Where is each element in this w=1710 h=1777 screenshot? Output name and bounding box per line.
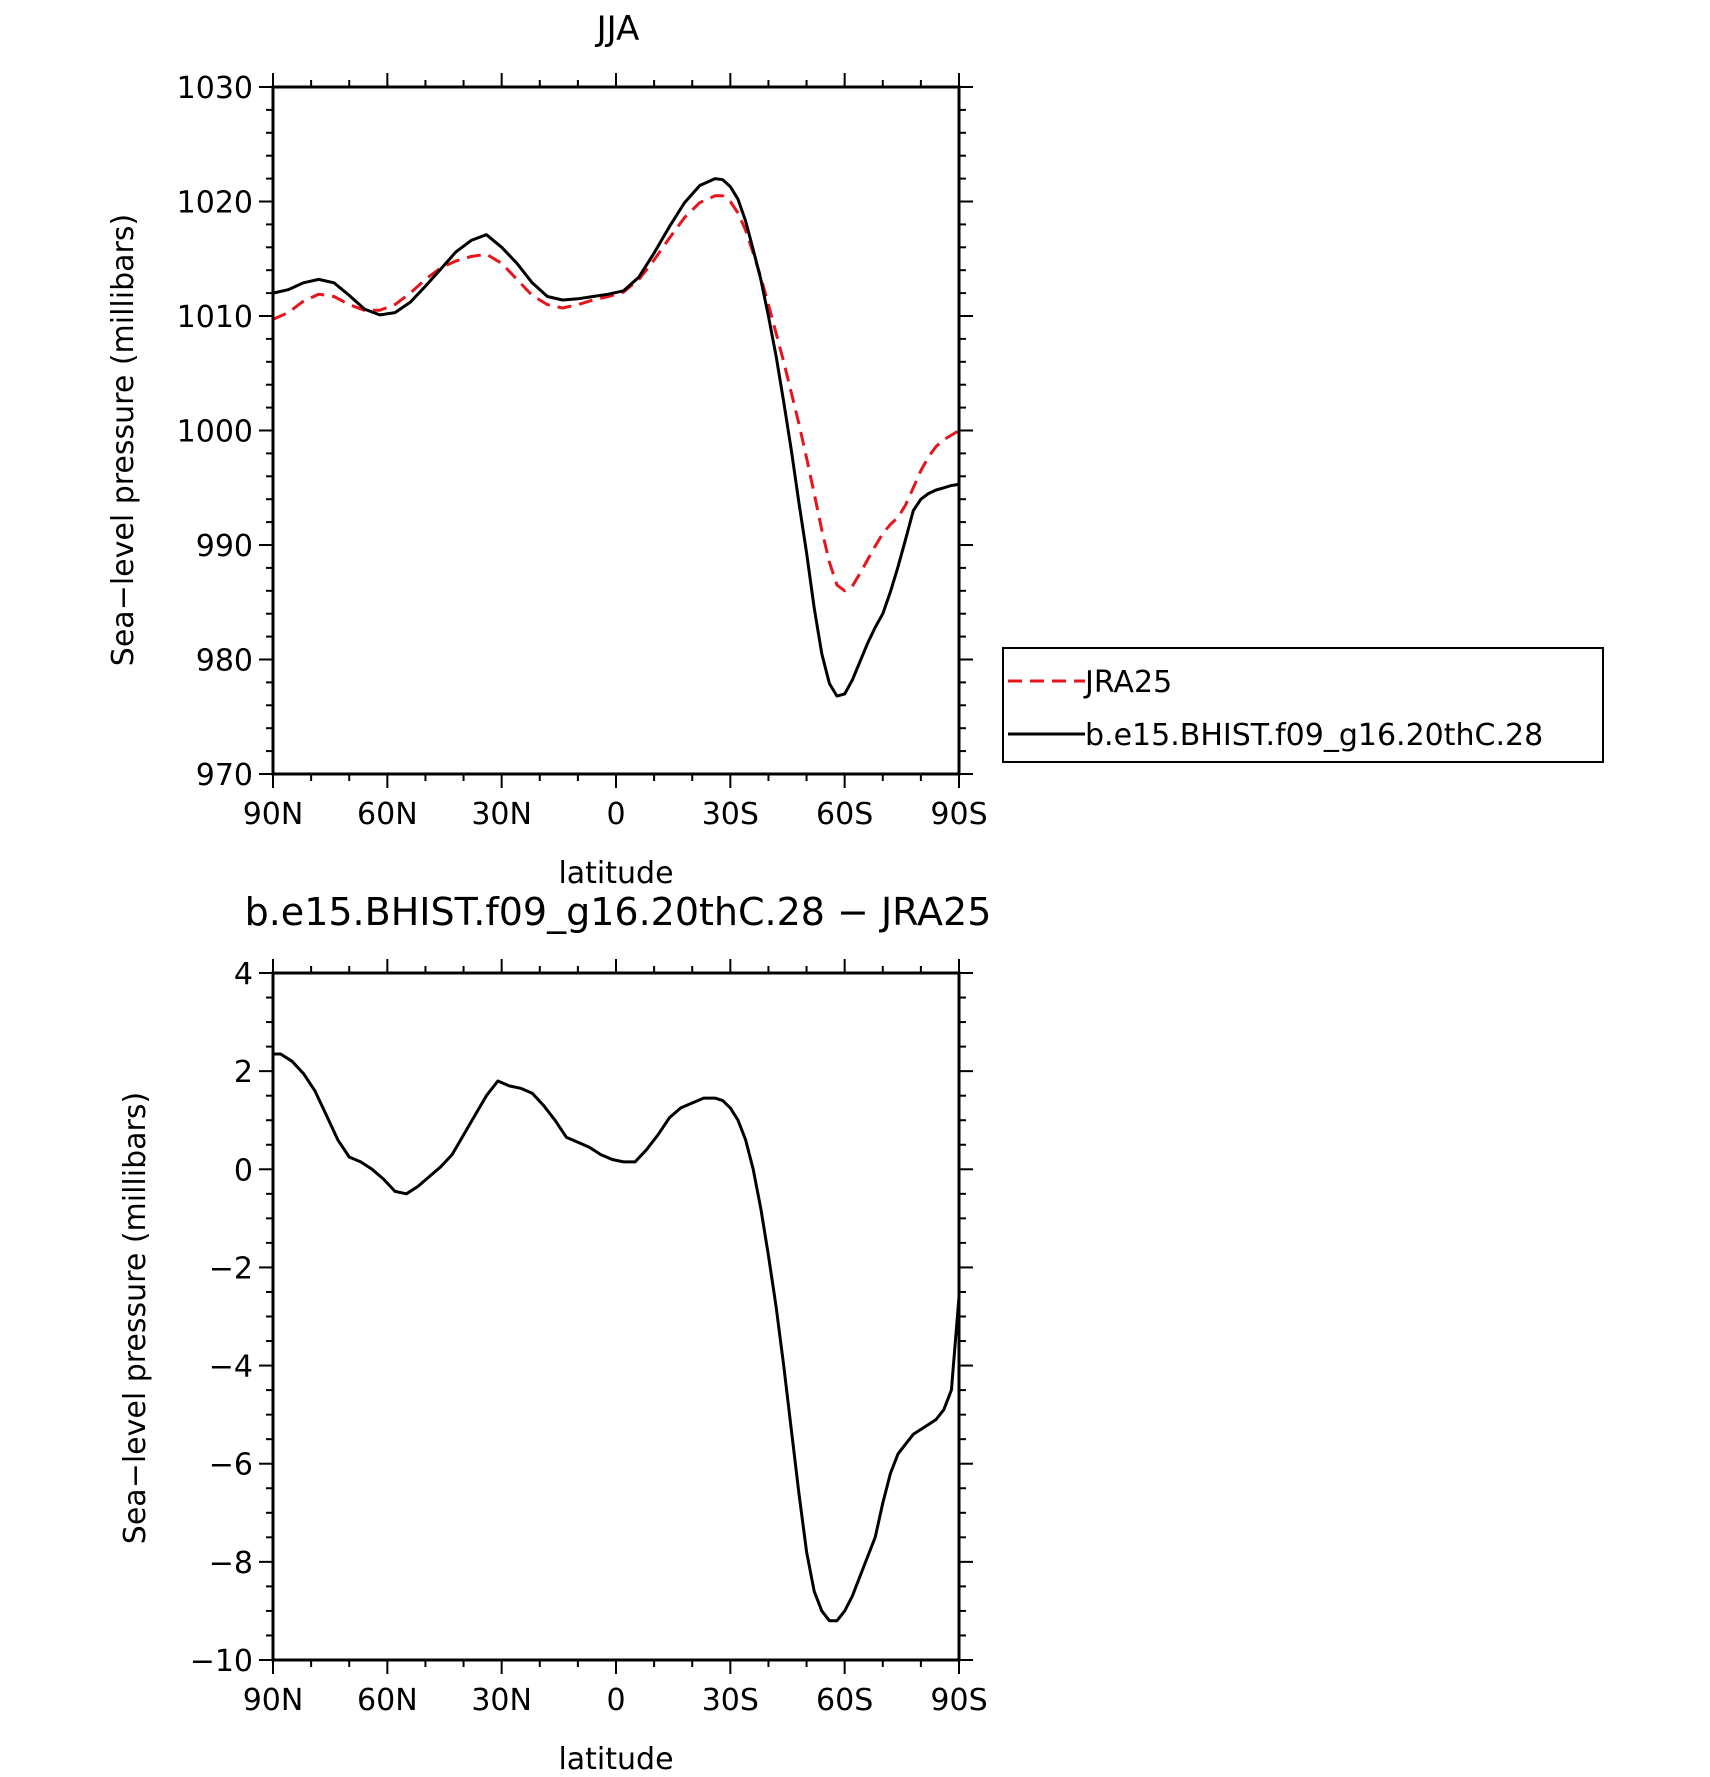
top-plot-area bbox=[272, 177, 960, 698]
x-tick-label: 60S bbox=[816, 797, 873, 832]
top-chart-title: JJA bbox=[595, 9, 640, 49]
y-tick-label: 990 bbox=[196, 529, 253, 564]
x-tick-label: 60S bbox=[816, 1683, 873, 1718]
legend: JRA25 b.e15.BHIST.f09_g16.20thC.28 bbox=[1002, 647, 1604, 763]
x-tick-label: 30S bbox=[702, 797, 759, 832]
y-tick-label: 970 bbox=[196, 758, 253, 793]
x-tick-label: 30N bbox=[471, 797, 532, 832]
x-tick-label: 90N bbox=[243, 1683, 304, 1718]
x-tick-label: 30N bbox=[471, 1683, 532, 1718]
top-panel: JJA Sea−level pressure (millibars) latit… bbox=[106, 9, 1604, 891]
x-tick-label: 30S bbox=[702, 1683, 759, 1718]
y-tick-label: 0 bbox=[234, 1153, 253, 1188]
y-tick-label: 1010 bbox=[177, 300, 253, 335]
x-tick-label: 60N bbox=[357, 797, 418, 832]
bottom-series-difference-line bbox=[273, 1052, 961, 1623]
y-tick-label: 1020 bbox=[177, 186, 253, 221]
y-tick-label: 980 bbox=[196, 644, 253, 679]
bottom-plot-frame bbox=[271, 971, 961, 1662]
top-x-axis-label: latitude bbox=[558, 856, 673, 891]
y-tick-label: −10 bbox=[190, 1644, 253, 1679]
y-tick-label: 2 bbox=[234, 1055, 253, 1090]
bottom-panel: b.e15.BHIST.f09_g16.20thC.28 − JRA25 Sea… bbox=[118, 890, 991, 1777]
y-tick-label: −6 bbox=[209, 1448, 253, 1483]
y-tick-label: 1000 bbox=[177, 415, 253, 450]
top-plot-frame bbox=[271, 85, 961, 776]
top-series-jra25-line bbox=[272, 194, 960, 593]
x-tick-label: 0 bbox=[606, 1683, 625, 1718]
y-tick-label: 4 bbox=[234, 957, 253, 992]
y-tick-label: −2 bbox=[209, 1251, 253, 1286]
bottom-plot-area bbox=[273, 1052, 961, 1623]
x-tick-label: 90S bbox=[930, 1683, 987, 1718]
legend-box bbox=[1002, 647, 1604, 763]
bottom-axes: 90N 60N 30N 0 30S 60S 90S −10 −8 −6 −4 −2 0 2 4 bbox=[190, 957, 988, 1718]
x-tick-label: 90S bbox=[930, 797, 987, 832]
top-series-b-e15-bhist-f09-g16-20thc-28-line bbox=[272, 177, 960, 698]
y-tick-label: −8 bbox=[209, 1546, 253, 1581]
x-tick-label: 90N bbox=[243, 797, 304, 832]
legend-label-jra25: JRA25 bbox=[1083, 665, 1172, 700]
legend-label-model: b.e15.BHIST.f09_g16.20thC.28 bbox=[1085, 718, 1543, 753]
bottom-chart-title: b.e15.BHIST.f09_g16.20thC.28 − JRA25 bbox=[245, 890, 992, 934]
top-y-axis-label: Sea−level pressure (millibars) bbox=[106, 214, 141, 666]
y-tick-label: 1030 bbox=[177, 71, 253, 106]
bottom-x-axis-label: latitude bbox=[558, 1742, 673, 1777]
y-tick-label: −4 bbox=[209, 1350, 253, 1385]
x-tick-label: 60N bbox=[357, 1683, 418, 1718]
top-axes: 90N 60N 30N 0 30S 60S 90S 970 980 990 1000 1010 1020… bbox=[177, 71, 988, 832]
bottom-y-axis-label: Sea−level pressure (millibars) bbox=[118, 1092, 153, 1544]
x-tick-label: 0 bbox=[606, 797, 625, 832]
